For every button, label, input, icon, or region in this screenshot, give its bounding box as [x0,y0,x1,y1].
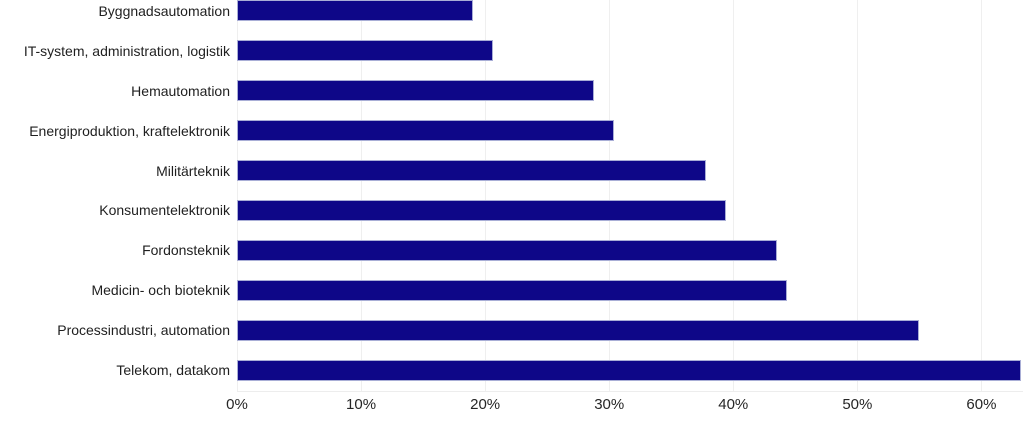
category-label: Medicin- och bioteknik [91,282,230,299]
category-label: IT-system, administration, logistik [23,42,230,59]
bar [237,359,1022,381]
x-tick-label: 50% [842,396,873,413]
x-tick-label: 40% [718,396,749,413]
bar [237,0,473,22]
gridline [237,0,238,391]
gridline [857,0,859,391]
x-tick-label: 30% [594,396,625,413]
bar [237,40,493,62]
gridline [733,0,735,391]
bar [237,199,726,221]
category-label: Processindustri, automation [57,322,230,339]
gridline [361,0,363,391]
bar [237,120,615,142]
gridline [981,0,983,391]
bar [237,80,595,102]
gridline [485,0,487,391]
bar [237,319,920,341]
category-label: Telekom, datakom [116,362,230,378]
category-label: Militärteknik [156,162,230,179]
category-label: Konsumentelektronik [99,202,230,219]
category-label: Energiproduktion, kraftelektronik [29,122,230,139]
x-tick-label: 10% [346,396,377,413]
bar [237,160,706,181]
x-axis-line [237,391,1023,392]
bar [237,239,777,261]
x-tick-label: 20% [470,396,501,413]
x-tick-label: 60% [966,396,997,413]
category-label: Hemautomation [131,82,230,99]
bar [237,279,787,301]
category-label: Byggnadsautomation [98,2,230,19]
category-label: Fordonsteknik [142,242,230,259]
x-tick-label: 0% [226,396,248,413]
gridline [609,0,611,391]
